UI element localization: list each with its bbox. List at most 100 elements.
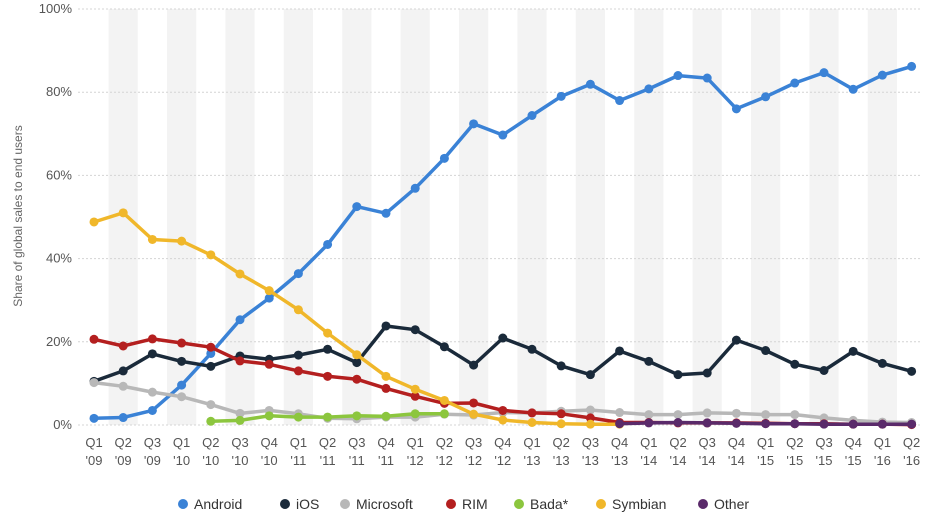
data-point-rim [264, 359, 274, 369]
legend-item-bada[interactable]: Bada* [514, 496, 569, 512]
data-point-symbian [118, 208, 128, 218]
data-point-bada [206, 416, 216, 426]
y-axis-ticks: 0% 20% 40% 60% 80% 100% [39, 1, 73, 432]
data-point-symbian [264, 286, 274, 296]
series-bada [206, 409, 449, 426]
x-tick-quarter: Q3 [144, 435, 161, 450]
x-tick-quarter: Q4 [728, 435, 745, 450]
legend-item-rim[interactable]: RIM [446, 496, 488, 512]
data-point-android [907, 61, 917, 71]
x-tick-year: '14 [699, 453, 716, 468]
data-point-android [585, 79, 595, 89]
data-point-rim [206, 342, 216, 352]
data-point-bada [235, 415, 245, 425]
data-point-android [702, 73, 712, 83]
column-band [634, 9, 664, 425]
data-point-android [498, 130, 508, 140]
x-tick-year: '16 [903, 453, 920, 468]
x-tick-year: '15 [845, 453, 862, 468]
x-tick-year: '10 [232, 453, 249, 468]
data-point-android [877, 70, 887, 80]
legend-item-android[interactable]: Android [178, 496, 242, 512]
data-point-microsoft [177, 392, 187, 402]
y-tick-label: 100% [39, 1, 73, 16]
data-point-ios [439, 342, 449, 352]
data-point-android [819, 68, 829, 78]
x-tick-year: '10 [261, 453, 278, 468]
data-point-ios [790, 359, 800, 369]
legend-item-microsoft[interactable]: Microsoft [340, 496, 413, 512]
x-tick-year: '14 [670, 453, 687, 468]
data-point-microsoft [615, 408, 625, 418]
legend-label: Bada* [530, 496, 569, 512]
x-tick-quarter: Q3 [699, 435, 716, 450]
data-point-symbian [323, 328, 333, 338]
legend-item-ios[interactable]: iOS [280, 496, 319, 512]
x-tick-year: '14 [640, 453, 657, 468]
data-point-android [264, 293, 274, 303]
y-axis-label: Share of global sales to end users [11, 125, 25, 306]
x-tick-year: '13 [582, 453, 599, 468]
legend-item-symbian[interactable]: Symbian [596, 496, 666, 512]
data-point-ios [731, 335, 741, 345]
data-point-android [673, 71, 683, 81]
data-point-ios [585, 370, 595, 380]
data-point-rim [556, 409, 566, 419]
series-android [89, 61, 917, 423]
column-band [283, 9, 313, 425]
legend-label: Microsoft [356, 496, 413, 512]
x-tick-quarter: Q4 [377, 435, 394, 450]
x-tick-quarter: Q2 [115, 435, 132, 450]
data-point-other [731, 418, 741, 428]
data-point-symbian [410, 384, 420, 394]
data-point-symbian [206, 250, 216, 260]
data-point-android [731, 104, 741, 114]
data-point-microsoft [585, 405, 595, 415]
x-tick-year: '11 [320, 453, 336, 468]
column-band [167, 9, 197, 425]
data-point-android [410, 183, 420, 193]
data-point-bada [439, 409, 449, 419]
column-band [751, 9, 781, 425]
data-point-android [848, 84, 858, 94]
data-point-android [323, 239, 333, 249]
data-point-ios [410, 325, 420, 335]
x-tick-year: '12 [465, 453, 482, 468]
x-tick-year: '13 [553, 453, 570, 468]
legend-marker [698, 499, 708, 509]
data-point-ios [673, 370, 683, 380]
data-point-ios [761, 346, 771, 356]
x-tick-quarter: Q2 [903, 435, 920, 450]
column-bands [108, 9, 897, 425]
x-tick-year: '12 [494, 453, 511, 468]
data-point-ios [644, 356, 654, 366]
data-point-symbian [293, 305, 303, 315]
data-point-ios [293, 350, 303, 360]
x-tick-quarter: Q3 [465, 435, 482, 450]
data-point-rim [469, 398, 479, 408]
data-point-symbian [498, 415, 508, 425]
data-point-microsoft [147, 387, 157, 397]
data-point-android [235, 315, 245, 325]
data-point-android [469, 119, 479, 129]
x-tick-year: '09 [115, 453, 132, 468]
data-point-android [615, 96, 625, 106]
data-point-ios [907, 366, 917, 376]
data-point-symbian [177, 236, 187, 246]
data-point-rim [585, 413, 595, 423]
data-point-bada [410, 409, 420, 419]
legend[interactable]: Android iOS Microsoft RIM Bada* Symbian Other [178, 496, 749, 512]
data-point-ios [877, 358, 887, 368]
x-tick-year: '12 [407, 453, 424, 468]
x-tick-quarter: Q2 [553, 435, 570, 450]
data-point-microsoft [235, 408, 245, 418]
x-tick-year: '12 [436, 453, 453, 468]
x-tick-quarter: Q2 [319, 435, 336, 450]
legend-item-other[interactable]: Other [698, 496, 749, 512]
data-point-symbian [469, 409, 479, 419]
x-tick-quarter: Q3 [348, 435, 365, 450]
data-point-rim [323, 371, 333, 381]
data-point-other [761, 419, 771, 429]
y-tick-label: 60% [46, 167, 72, 182]
